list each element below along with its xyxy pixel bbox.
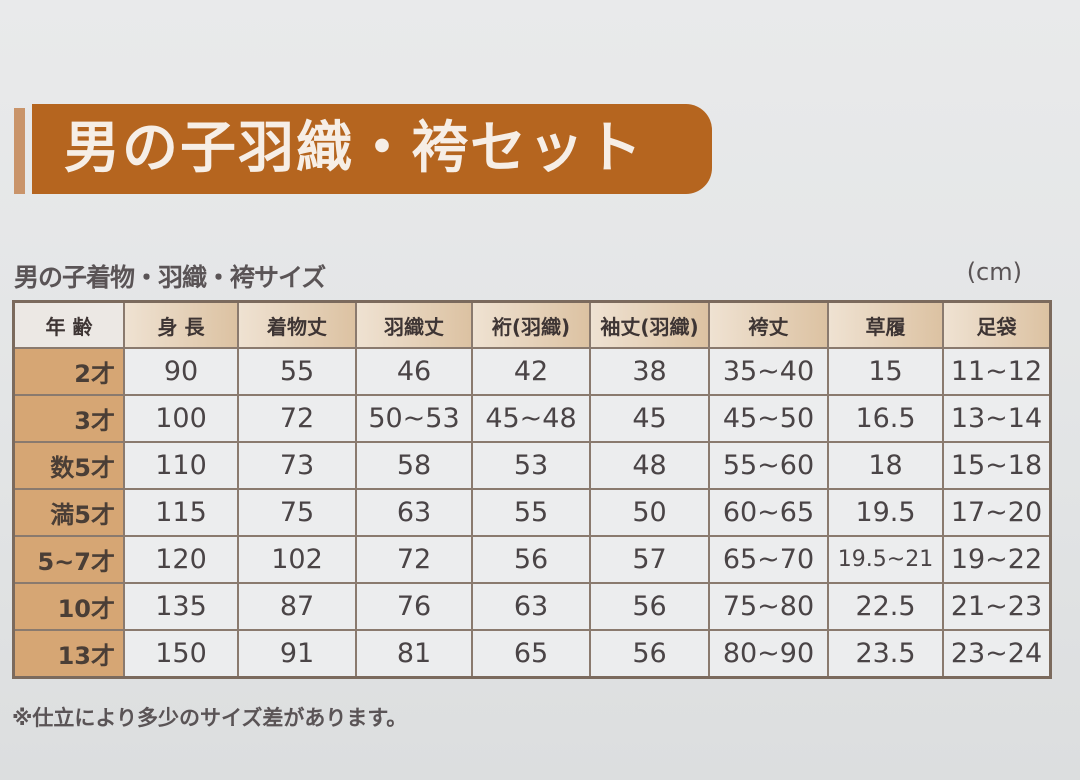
value-cell: 45~50 (708, 394, 829, 443)
column-header: 裄(羽織) (471, 300, 591, 349)
age-cell: 3才 (12, 394, 125, 443)
value-cell: 115 (123, 488, 239, 537)
value-cell: 50 (589, 488, 710, 537)
value-cell: 42 (471, 347, 591, 396)
value-cell: 19~22 (942, 535, 1052, 584)
age-cell: 満5才 (12, 488, 125, 537)
value-cell: 45 (589, 394, 710, 443)
footnote: ※仕立により多少のサイズ差があります。 (12, 706, 408, 730)
age-cell: 5~7才 (12, 535, 125, 584)
value-cell: 15~18 (942, 441, 1052, 490)
column-header: 足袋 (942, 300, 1052, 349)
value-cell: 120 (123, 535, 239, 584)
age-cell: 10才 (12, 582, 125, 631)
table-row: 10才 135 87 76 63 56 75~80 22.5 21~23 (12, 582, 1052, 631)
value-cell: 63 (355, 488, 473, 537)
value-cell: 150 (123, 629, 239, 679)
banner-accent-bar (14, 108, 25, 194)
value-cell: 23~24 (942, 629, 1052, 679)
value-cell: 110 (123, 441, 239, 490)
value-cell: 135 (123, 582, 239, 631)
value-cell: 21~23 (942, 582, 1052, 631)
value-cell: 80~90 (708, 629, 829, 679)
table-row: 5~7才 120 102 72 56 57 65~70 19.5~21 19~22 (12, 535, 1052, 584)
value-cell: 58 (355, 441, 473, 490)
page-title: 男の子羽織・袴セット (32, 104, 712, 194)
column-header: 袖丈(羽織) (589, 300, 710, 349)
table-row: 2才 90 55 46 42 38 35~40 15 11~12 (12, 347, 1052, 396)
value-cell: 55 (471, 488, 591, 537)
column-header: 年 齢 (12, 300, 125, 349)
value-cell: 63 (471, 582, 591, 631)
value-cell: 72 (355, 535, 473, 584)
value-cell: 65~70 (708, 535, 829, 584)
value-cell: 57 (589, 535, 710, 584)
value-cell: 76 (355, 582, 473, 631)
value-cell: 50~53 (355, 394, 473, 443)
value-cell: 91 (237, 629, 357, 679)
value-cell: 55~60 (708, 441, 829, 490)
value-cell: 11~12 (942, 347, 1052, 396)
value-cell: 72 (237, 394, 357, 443)
value-cell: 73 (237, 441, 357, 490)
value-cell: 100 (123, 394, 239, 443)
value-cell: 75 (237, 488, 357, 537)
column-header: 身 長 (123, 300, 239, 349)
value-cell: 46 (355, 347, 473, 396)
value-cell: 60~65 (708, 488, 829, 537)
column-header: 羽織丈 (355, 300, 473, 349)
value-cell: 13~14 (942, 394, 1052, 443)
value-cell: 65 (471, 629, 591, 679)
value-cell: 35~40 (708, 347, 829, 396)
value-cell: 56 (471, 535, 591, 584)
header-row: 年 齢身 長着物丈 羽織丈 裄(羽織) 袖丈(羽織) 袴丈 草履 足袋 (12, 300, 1052, 349)
column-header: 袴丈 (708, 300, 829, 349)
table-row: 3才 100 72 50~53 45~48 45 45~50 16.5 13~14 (12, 394, 1052, 443)
column-header: 着物丈 (237, 300, 357, 349)
value-cell: 55 (237, 347, 357, 396)
value-cell: 56 (589, 582, 710, 631)
value-cell: 15 (827, 347, 944, 396)
value-cell: 19.5~21 (827, 535, 944, 584)
value-cell: 38 (589, 347, 710, 396)
table-row: 数5才 110 73 58 53 48 55~60 18 15~18 (12, 441, 1052, 490)
value-cell: 48 (589, 441, 710, 490)
column-header: 草履 (827, 300, 944, 349)
value-cell: 22.5 (827, 582, 944, 631)
value-cell: 19.5 (827, 488, 944, 537)
table-row: 13才 150 91 81 65 56 80~90 23.5 23~24 (12, 629, 1052, 679)
value-cell: 75~80 (708, 582, 829, 631)
table-row: 満5才 115 75 63 55 50 60~65 19.5 17~20 (12, 488, 1052, 537)
age-cell: 13才 (12, 629, 125, 679)
size-table: 年 齢身 長着物丈 羽織丈 裄(羽織) 袖丈(羽織) 袴丈 草履 足袋 2才 90 55 46 42… (12, 300, 1052, 679)
value-cell: 53 (471, 441, 591, 490)
age-cell: 数5才 (12, 441, 125, 490)
table-caption: 男の子着物・羽織・袴サイズ (14, 263, 326, 292)
value-cell: 102 (237, 535, 357, 584)
value-cell: 87 (237, 582, 357, 631)
value-cell: 81 (355, 629, 473, 679)
value-cell: 16.5 (827, 394, 944, 443)
value-cell: 56 (589, 629, 710, 679)
age-cell: 2才 (12, 347, 125, 396)
value-cell: 90 (123, 347, 239, 396)
value-cell: 23.5 (827, 629, 944, 679)
value-cell: 45~48 (471, 394, 591, 443)
value-cell: 17~20 (942, 488, 1052, 537)
value-cell: 18 (827, 441, 944, 490)
unit-label: (cm) (966, 258, 1022, 286)
